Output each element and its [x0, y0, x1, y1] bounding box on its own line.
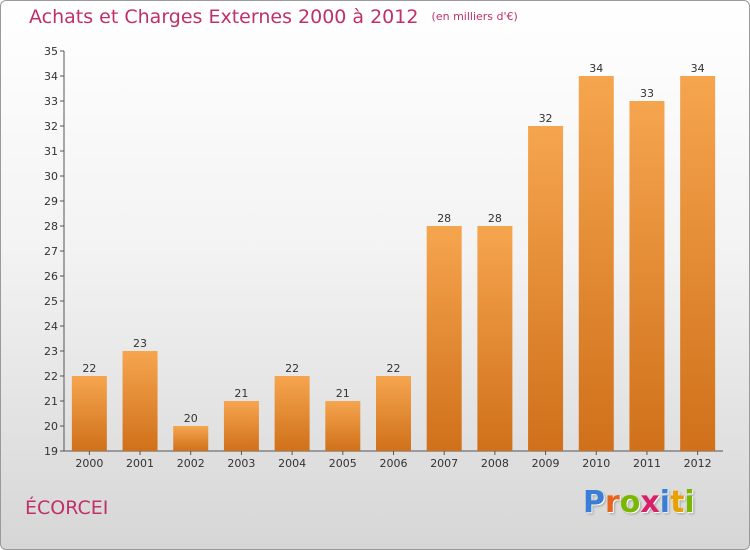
commune-name: ÉCORCEI — [25, 497, 109, 519]
logo-letter: t — [670, 485, 685, 520]
logo-letter: x — [640, 485, 660, 520]
y-tick-label: 23 — [44, 345, 58, 358]
x-tick-label-2007: 2007 — [430, 457, 458, 470]
chart-title: Achats et Charges Externes 2000 à 2012 (… — [29, 6, 518, 28]
y-tick-label: 28 — [44, 220, 58, 233]
y-tick-label: 26 — [44, 270, 58, 283]
logo-letter: P — [583, 485, 605, 520]
x-tick-label-2008: 2008 — [481, 457, 509, 470]
x-tick-label-2012: 2012 — [684, 457, 712, 470]
y-tick-label: 33 — [44, 95, 58, 108]
bar-2000 — [71, 376, 107, 451]
bar-2010 — [578, 76, 614, 451]
value-label-2001: 23 — [133, 337, 147, 350]
y-tick-label: 27 — [44, 245, 58, 258]
bar-2005 — [325, 401, 361, 451]
bar-2011 — [629, 101, 665, 451]
chart-bars — [71, 76, 716, 451]
y-tick-label: 29 — [44, 195, 58, 208]
value-label-2010: 34 — [589, 62, 603, 75]
value-label-2000: 22 — [82, 362, 96, 375]
bar-2001 — [122, 351, 158, 451]
y-tick-label: 35 — [44, 45, 58, 58]
logo-letter: r — [605, 485, 620, 520]
logo-letter: o — [619, 485, 641, 520]
x-tick-label-2001: 2001 — [126, 457, 154, 470]
bar-2009 — [528, 126, 564, 451]
value-label-2011: 33 — [640, 87, 654, 100]
x-tick-label-2005: 2005 — [329, 457, 357, 470]
logo-letter: i — [659, 485, 671, 520]
value-label-2004: 22 — [285, 362, 299, 375]
bar-2002 — [173, 426, 209, 451]
proxiti-logo[interactable]: Proxiti — [583, 485, 695, 520]
y-tick-label: 32 — [44, 120, 58, 133]
bar-2006 — [376, 376, 411, 451]
logo-letter: i — [684, 485, 695, 520]
value-label-2006: 22 — [387, 362, 401, 375]
value-label-2007: 28 — [437, 212, 451, 225]
value-label-2008: 28 — [488, 212, 502, 225]
y-tick-label: 30 — [44, 170, 58, 183]
x-tick-label-2004: 2004 — [278, 457, 306, 470]
y-tick-label: 25 — [44, 295, 58, 308]
value-label-2012: 34 — [691, 62, 705, 75]
value-label-2002: 20 — [184, 412, 198, 425]
chart-title-text: Achats et Charges Externes 2000 à 2012 — [29, 6, 419, 28]
chart-labels: 2000 22 2001 23 2002 20 2003 21 2004 22 2005 21 2006… — [75, 62, 711, 470]
value-label-2009: 32 — [539, 112, 553, 125]
x-tick-label-2006: 2006 — [380, 457, 408, 470]
x-tick-label-2009: 2009 — [532, 457, 560, 470]
x-tick-label-2011: 2011 — [633, 457, 661, 470]
y-tick-label: 31 — [44, 145, 58, 158]
x-tick-label-2010: 2010 — [582, 457, 610, 470]
y-tick-label: 34 — [44, 70, 58, 83]
y-tick-label: 21 — [44, 395, 58, 408]
x-tick-label-2000: 2000 — [75, 457, 103, 470]
value-label-2005: 21 — [336, 387, 350, 400]
y-tick-label: 20 — [44, 420, 58, 433]
x-tick-label-2002: 2002 — [177, 457, 205, 470]
chart-unit: (en milliers d'€) — [431, 10, 518, 23]
bar-2004 — [274, 376, 310, 451]
y-tick-label: 19 — [44, 445, 58, 458]
bar-2007 — [426, 226, 462, 451]
value-label-2003: 21 — [234, 387, 248, 400]
bar-2003 — [223, 401, 259, 451]
bar-2008 — [477, 226, 513, 451]
y-tick-label: 22 — [44, 370, 58, 383]
y-tick-label: 24 — [44, 320, 58, 333]
x-tick-label-2003: 2003 — [227, 457, 255, 470]
bar-2012 — [680, 76, 716, 451]
